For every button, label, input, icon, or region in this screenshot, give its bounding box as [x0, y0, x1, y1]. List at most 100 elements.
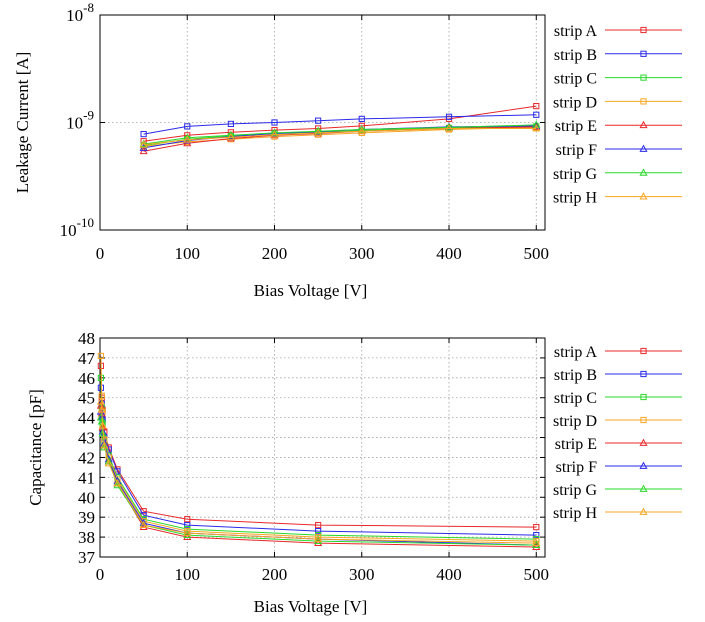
y-tick-exponent: -9	[83, 108, 94, 123]
legend-entry: strip D	[553, 413, 682, 430]
data-point	[314, 536, 323, 544]
series-line	[100, 355, 537, 542]
legend-label: strip G	[553, 482, 597, 499]
y-tick-label: 10-10	[60, 215, 94, 240]
data-point	[226, 132, 235, 141]
legend-marker	[640, 416, 647, 424]
data-point	[314, 126, 323, 135]
legend-marker	[639, 168, 648, 176]
x-tick-label: 300	[349, 244, 375, 263]
data-point	[533, 524, 540, 531]
legend-marker	[639, 484, 648, 492]
data-point	[314, 128, 323, 136]
legend-entry: strip E	[555, 118, 682, 135]
x-tick-label: 500	[524, 565, 550, 584]
data-point	[532, 124, 541, 132]
legend-marker	[640, 98, 647, 105]
x-tick-label: 400	[436, 244, 462, 263]
legend-marker	[640, 393, 647, 401]
data-point	[445, 113, 453, 120]
legend-entry: strip B	[554, 367, 682, 384]
data-point	[139, 522, 148, 531]
data-point	[183, 528, 192, 537]
y-tick-label: 10-9	[66, 108, 94, 133]
data-point	[98, 429, 107, 437]
plot-frame	[99, 337, 546, 558]
y-tick-label: 40	[78, 488, 95, 507]
data-point	[532, 542, 541, 550]
data-point	[139, 520, 148, 529]
legend-entry: strip F	[556, 459, 682, 476]
legend-entry: strip H	[553, 190, 682, 207]
series-strip-h	[139, 124, 541, 148]
data-point	[97, 352, 104, 360]
series-line	[143, 124, 537, 145]
y-tick-label: 48	[78, 329, 95, 348]
capacitance-plot: 0 100 200 300 400 500 373839404142434445464748…	[26, 329, 682, 616]
series-strip-h	[96, 397, 541, 546]
legend-label: strip C	[554, 390, 597, 407]
y-tick-label: 37	[78, 548, 96, 567]
legend-label: strip E	[555, 436, 597, 453]
legend-marker	[640, 26, 647, 34]
legend-entry: strip C	[554, 390, 682, 407]
data-point	[533, 532, 540, 539]
y-axis-label: Leakage Current [A]	[13, 52, 32, 194]
legend-label: strip G	[553, 166, 597, 183]
y-tick-label: 41	[78, 468, 95, 487]
data-point	[270, 128, 279, 136]
data-point	[184, 516, 191, 523]
data-point	[113, 480, 122, 489]
plot-frame	[99, 14, 546, 231]
x-tick-label: 0	[96, 244, 105, 263]
data-point	[270, 130, 279, 138]
legend-marker	[640, 74, 647, 81]
y-tick-label: 44	[78, 409, 96, 428]
data-point	[532, 120, 541, 128]
data-point	[100, 443, 109, 451]
x-tick-label: 100	[175, 565, 201, 584]
legend-label: strip D	[553, 94, 597, 111]
data-point	[140, 130, 147, 138]
legend-label: strip B	[554, 367, 597, 384]
legend-marker	[639, 461, 648, 469]
y-tick-label: 45	[78, 389, 95, 408]
legend-entry: strip A	[554, 344, 682, 361]
series-strip-b	[140, 111, 540, 138]
x-tick-label: 0	[96, 565, 105, 584]
legend-label: strip H	[553, 190, 597, 207]
legend-marker	[639, 192, 648, 200]
x-tick-label: 300	[349, 565, 375, 584]
x-tick-label: 200	[262, 565, 288, 584]
data-point	[271, 119, 278, 126]
series-line	[100, 387, 537, 536]
series-line	[100, 401, 537, 544]
legend-marker	[639, 144, 648, 152]
data-point	[358, 115, 365, 123]
y-tick-exponent: -8	[83, 0, 94, 15]
data-point	[357, 126, 366, 135]
data-point	[104, 458, 113, 467]
data-point	[315, 528, 322, 535]
data-point	[96, 397, 105, 405]
y-tick-label: 46	[78, 369, 95, 388]
series-line	[143, 126, 537, 147]
legend-label: strip E	[555, 118, 597, 135]
legend-entry: strip G	[553, 482, 682, 499]
legend-label: strip F	[556, 142, 597, 159]
legend-label: strip D	[553, 413, 597, 430]
data-point	[98, 392, 105, 399]
y-axis-label: Capacitance [pF]	[26, 389, 45, 506]
legend-marker	[639, 120, 648, 129]
legend-entry: strip G	[553, 166, 682, 183]
y-tick-label: 47	[78, 349, 96, 368]
legend-marker	[640, 370, 647, 378]
y-tick-label: 43	[78, 429, 95, 448]
legend-entry: strip B	[554, 47, 682, 64]
legend-label: strip H	[553, 505, 597, 522]
data-point	[315, 522, 322, 529]
series-strip-c	[97, 374, 540, 543]
